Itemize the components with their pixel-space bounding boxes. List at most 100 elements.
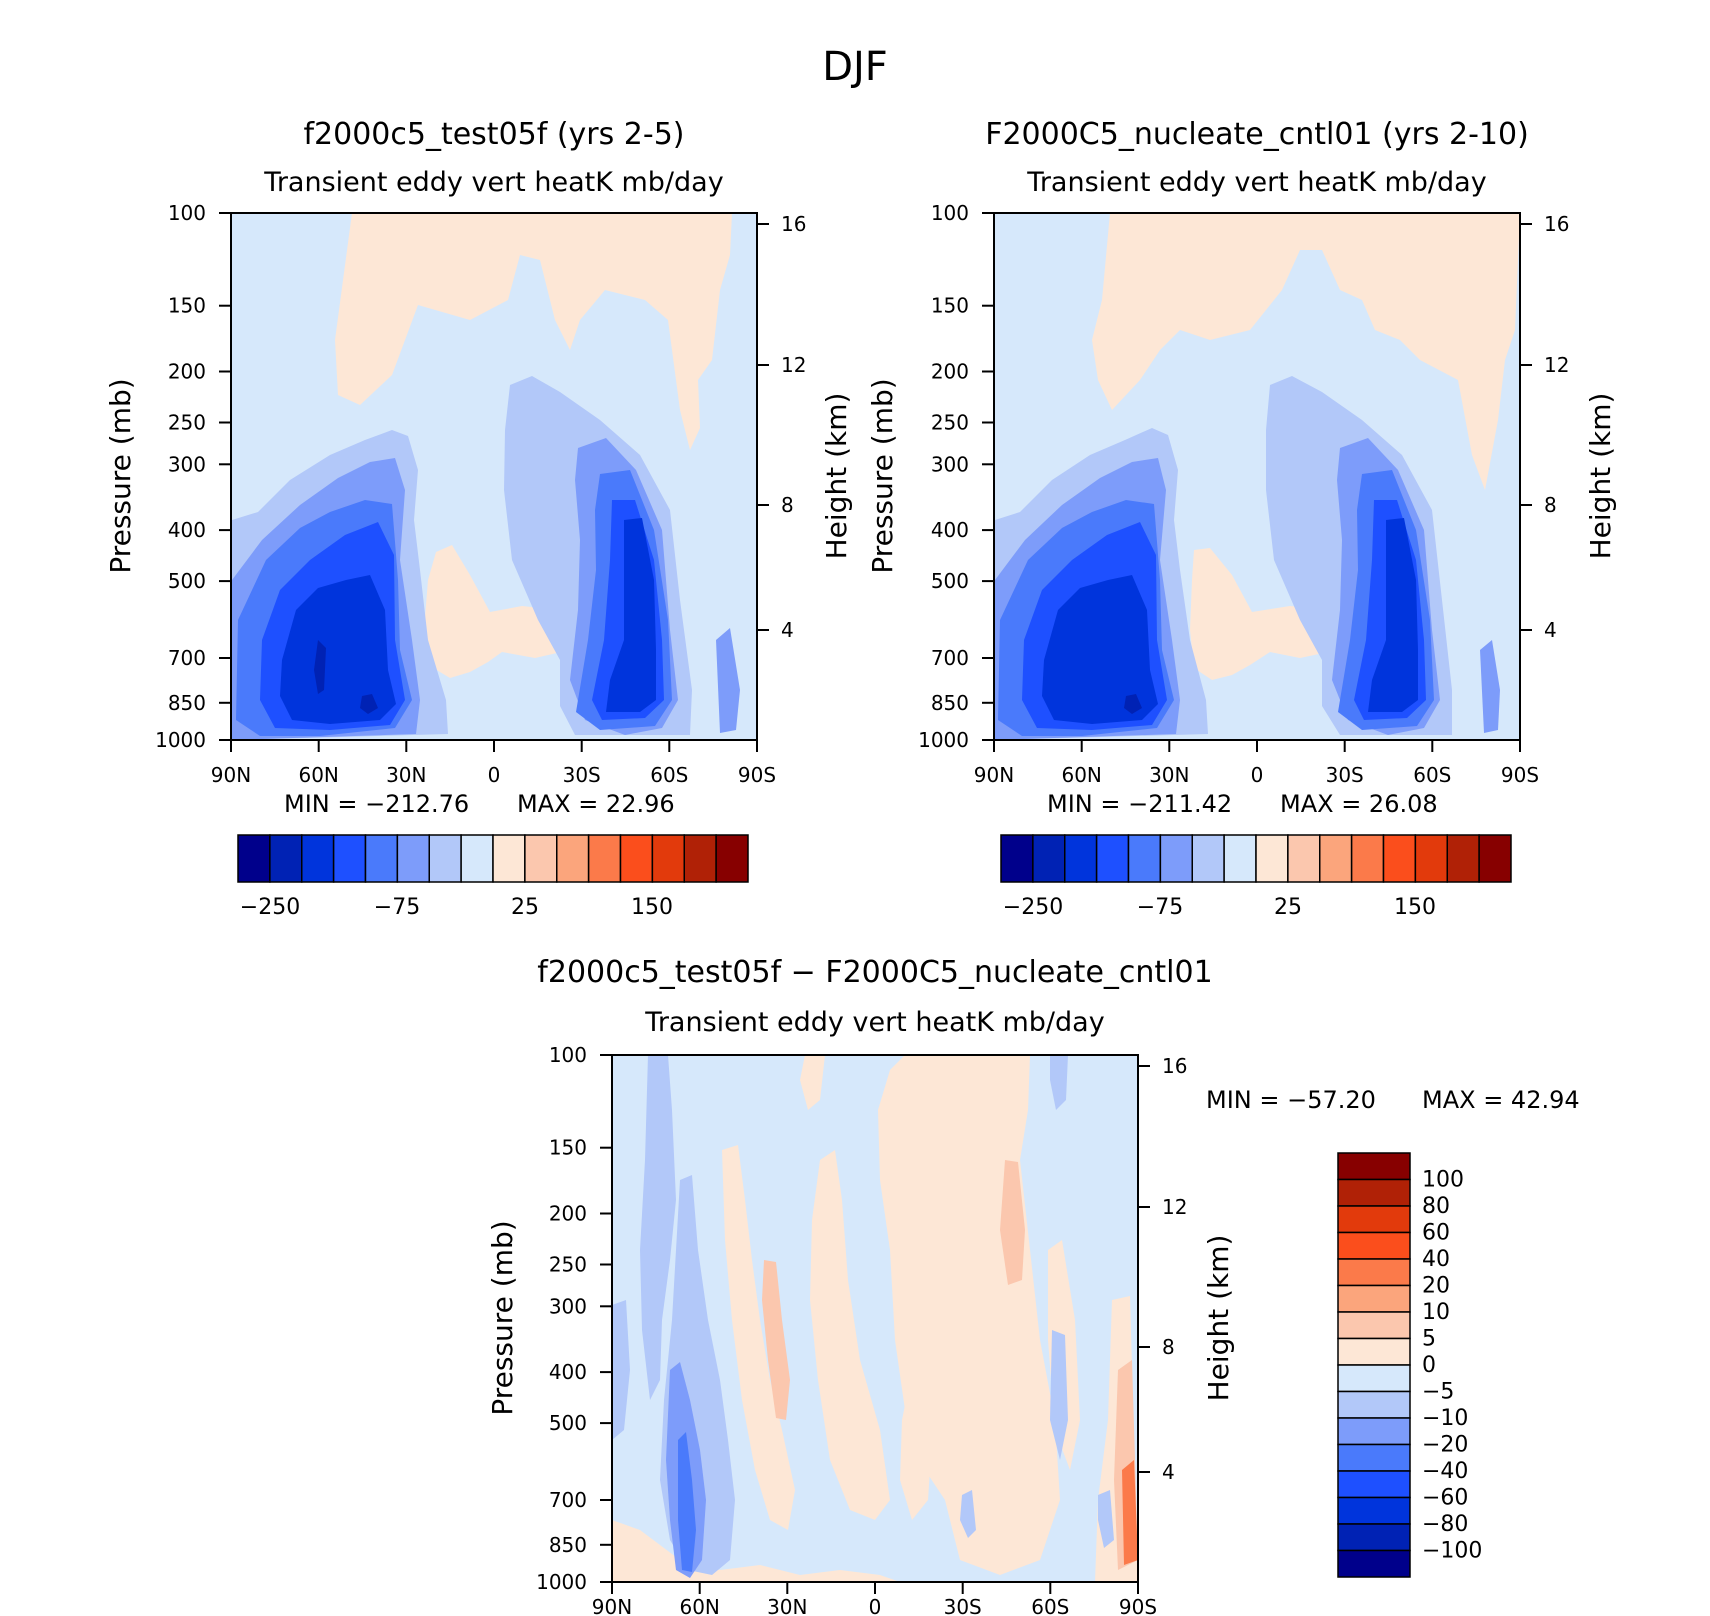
colorbar-swatch (1337, 1443, 1411, 1472)
colorbar-swatch (1478, 834, 1512, 883)
colorbar-label: −250 (240, 895, 300, 920)
y2-axis-label: Height (km) (1202, 1235, 1235, 1402)
colorbar-label: 5 (1422, 1327, 1436, 1352)
x-tick-label: 30S (1326, 763, 1364, 787)
colorbar-swatch (460, 834, 494, 883)
panel-difference: f2000c5_test05f − F2000C5_nucleate_cntl0… (486, 955, 1580, 1616)
colorbar-swatch (1319, 834, 1353, 883)
colorbar-swatch (1337, 1231, 1411, 1260)
colorbar-swatch (1191, 834, 1225, 883)
y2-axis: 16 12 8 4 Height (km) (1138, 1054, 1235, 1484)
panel-title: F2000C5_nucleate_cntl01 (yrs 2-10) (985, 117, 1529, 152)
colorbar-swatch (619, 834, 654, 883)
colorbar-swatch (1446, 834, 1480, 883)
panel-title: f2000c5_test05f − F2000C5_nucleate_cntl0… (537, 955, 1212, 990)
colorbar-swatch (1337, 1390, 1411, 1419)
min-label: MIN = −212.76 (284, 790, 469, 818)
contour-field (994, 213, 1520, 740)
colorbar-label: 10 (1422, 1300, 1450, 1325)
y-tick-label: 850 (549, 1533, 587, 1557)
colorbar-swatch (1095, 834, 1130, 883)
x-tick-label: 0 (1251, 763, 1264, 787)
y2-tick-label: 4 (1544, 618, 1557, 642)
y2-axis-label: Height (km) (1584, 393, 1617, 560)
x-tick-label: 0 (488, 763, 501, 787)
y-tick-label: 400 (549, 1360, 587, 1384)
colorbar-label: −5 (1422, 1380, 1454, 1405)
y-tick-label: 400 (931, 518, 969, 542)
colorbar-swatch (1414, 834, 1448, 883)
y-tick-label: 1000 (155, 728, 206, 752)
colorbar-label: −40 (1422, 1459, 1468, 1484)
colorbar-label: −75 (1137, 895, 1183, 920)
colorbar-swatch (1337, 1470, 1411, 1499)
colorbar-swatch (396, 834, 430, 883)
colorbar (237, 834, 749, 883)
colorbar-label: 150 (631, 895, 673, 920)
x-tick-label: 30N (386, 763, 426, 787)
y-tick-label: 1000 (918, 728, 969, 752)
max-label: MAX = 42.94 (1422, 1086, 1580, 1114)
colorbar-swatch (1000, 834, 1034, 883)
panel-title: f2000c5_test05f (yrs 2-5) (303, 117, 684, 152)
colorbar (1000, 834, 1512, 883)
colorbar-swatch (1337, 1496, 1411, 1525)
colorbar-label: −250 (1003, 895, 1063, 920)
y2-tick-label: 8 (1162, 1335, 1175, 1359)
y-axis-label: Pressure (mb) (486, 1220, 519, 1415)
y-tick-label: 100 (168, 201, 206, 225)
x-tick-label: 90S (1501, 763, 1539, 787)
y2-tick-label: 12 (1544, 353, 1569, 377)
x-tick-label: 90N (211, 763, 251, 787)
x-tick-label: 90S (1119, 1595, 1157, 1616)
y-axis: 100 150 200 250 300 400 500 700 850 1000… (104, 201, 231, 752)
y-tick-label: 200 (168, 360, 206, 384)
contour-field (231, 213, 757, 740)
y-axis: 100 150 200 250 300 400 500 700 850 1000… (866, 201, 994, 752)
colorbar-label: −10 (1422, 1406, 1468, 1431)
colorbar-swatch (1337, 1178, 1411, 1207)
colorbar-swatch (1382, 834, 1417, 883)
x-tick-label: 30N (1149, 763, 1189, 787)
y2-tick-label: 16 (1162, 1054, 1187, 1078)
x-tick-label: 60N (679, 1595, 719, 1616)
y-tick-label: 700 (931, 646, 969, 670)
y2-tick-label: 4 (781, 618, 794, 642)
colorbar-label: −20 (1422, 1433, 1468, 1458)
colorbar-label: −80 (1422, 1512, 1468, 1537)
panel-subtitle: Transient eddy vert heatK mb/day (263, 167, 723, 198)
y2-tick-label: 16 (1544, 212, 1569, 236)
panel-control: F2000C5_nucleate_cntl01 (yrs 2-10) Trans… (866, 117, 1617, 920)
colorbar-swatch (1223, 834, 1257, 883)
colorbar-swatch (1255, 834, 1289, 883)
y-tick-label: 300 (931, 452, 969, 476)
y-tick-label: 100 (549, 1043, 587, 1067)
panel-subtitle: Transient eddy vert heatK mb/day (1026, 167, 1486, 198)
colorbar-label: 25 (511, 895, 539, 920)
y-tick-label: 250 (168, 411, 206, 435)
y-tick-label: 500 (168, 569, 206, 593)
colorbar-swatch (269, 834, 303, 883)
max-label: MAX = 22.96 (517, 790, 675, 818)
y-tick-label: 1000 (536, 1570, 587, 1594)
y-tick-label: 100 (931, 201, 969, 225)
y2-axis: 16 12 8 4 Height (km) (1520, 212, 1617, 642)
colorbar-swatch (1337, 1311, 1411, 1340)
y-tick-label: 500 (549, 1411, 587, 1435)
colorbar-swatch (1127, 834, 1162, 883)
y-axis-label: Pressure (mb) (104, 378, 137, 573)
colorbar-swatch (301, 834, 335, 883)
colorbar-label: 20 (1422, 1274, 1450, 1299)
y-axis: 100 150 200 250 300 400 500 700 850 1000… (486, 1043, 612, 1594)
y-tick-label: 300 (168, 452, 206, 476)
colorbar-swatch (1350, 834, 1385, 883)
y2-tick-label: 8 (1544, 493, 1557, 517)
colorbar-swatch (1337, 1549, 1411, 1578)
x-tick-label: 30S (563, 763, 601, 787)
colorbar-swatch (428, 834, 462, 883)
x-tick-label: 30N (767, 1595, 807, 1616)
colorbar-swatch (1337, 1523, 1411, 1552)
colorbar-swatch (556, 834, 590, 883)
